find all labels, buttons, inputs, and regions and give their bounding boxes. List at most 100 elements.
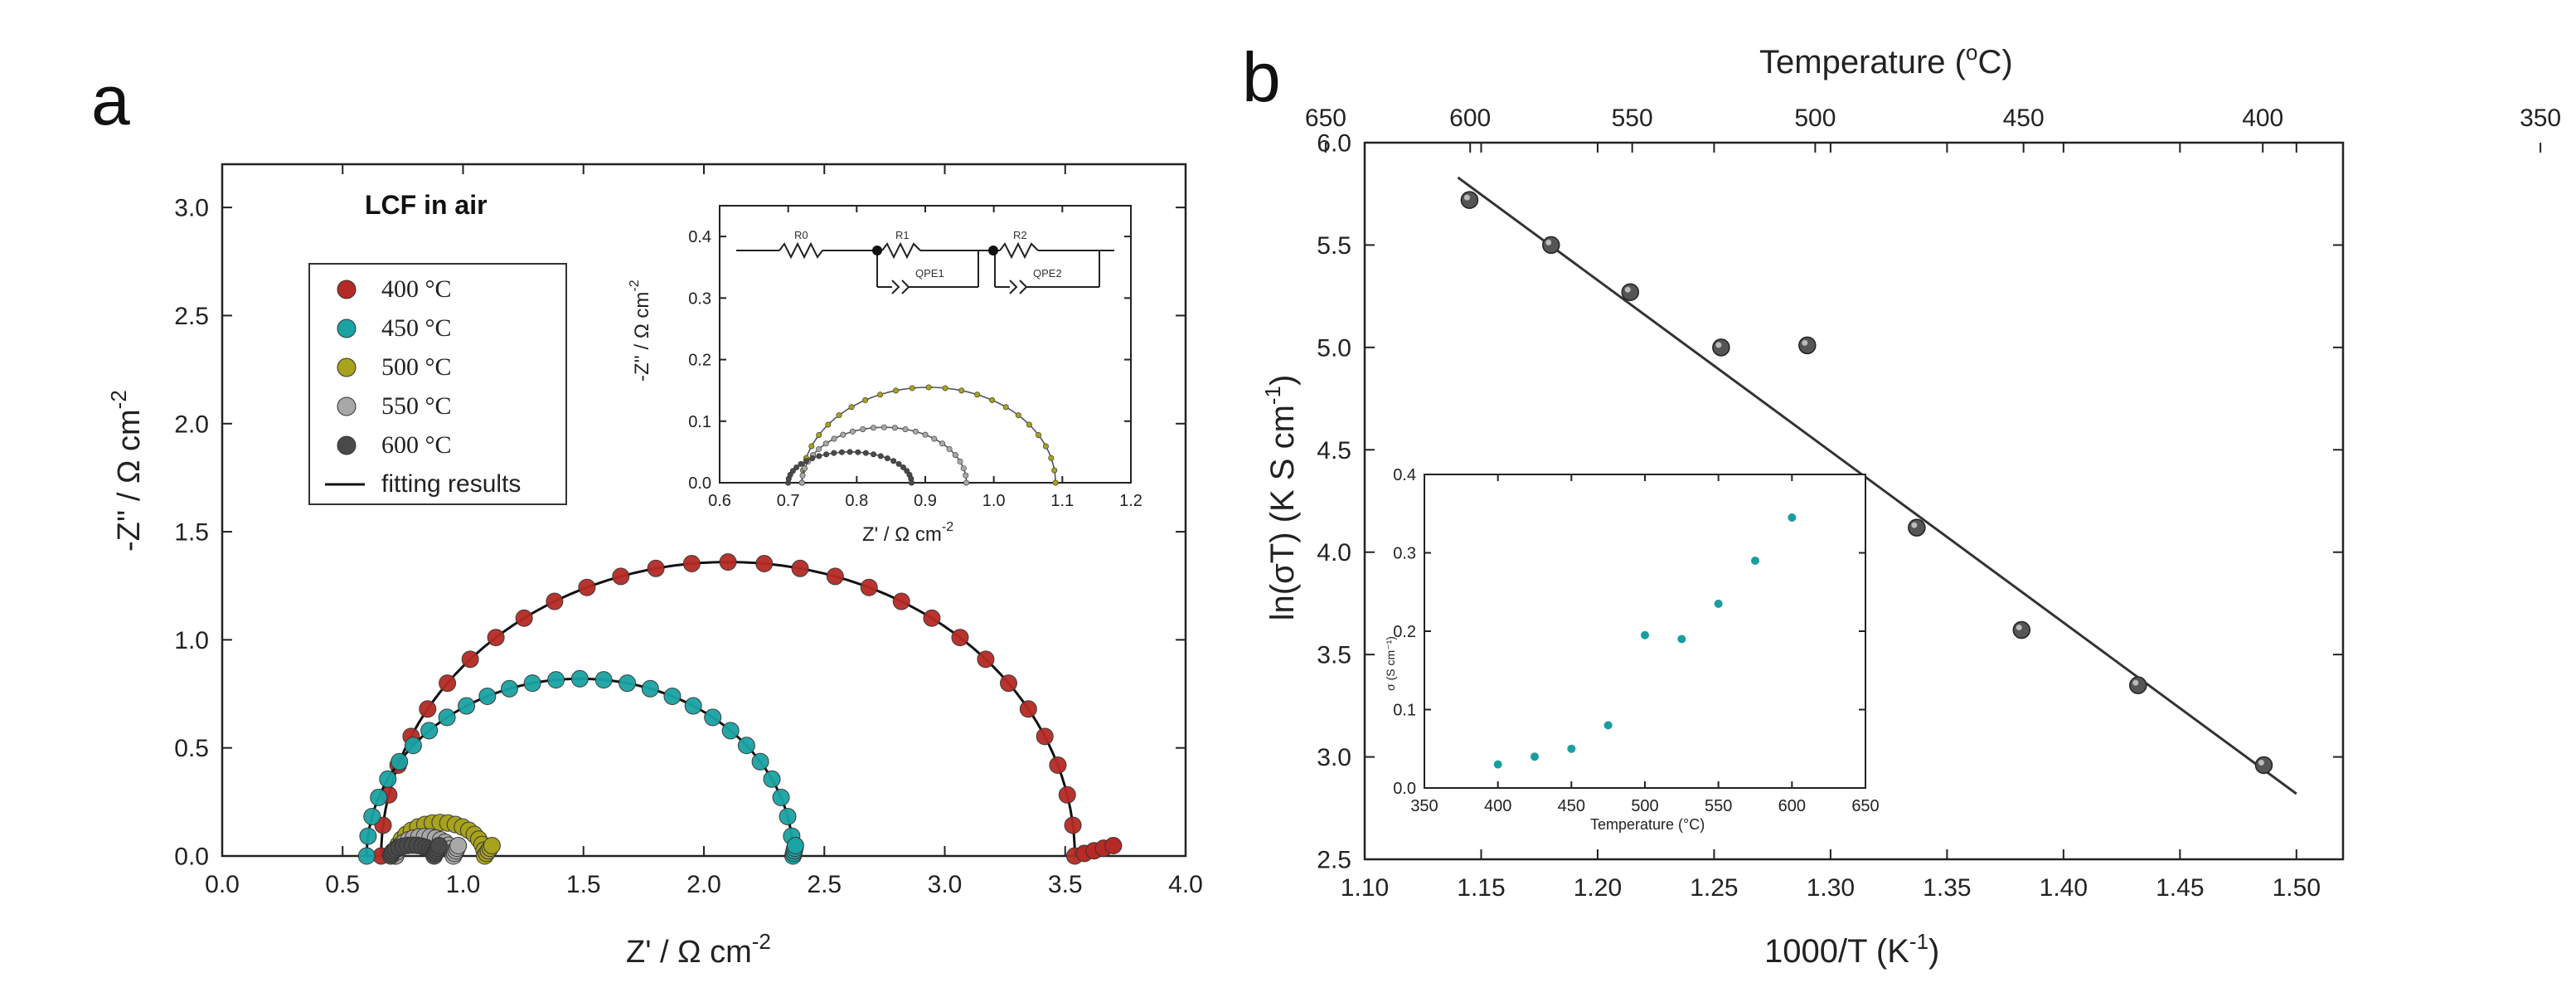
inset-data-point — [1015, 412, 1021, 419]
top-axis-tick-label: 350 — [2520, 105, 2561, 132]
inset-x-axis-tick-label: 1.0 — [982, 492, 1006, 510]
x-axis-tick-label: 3.0 — [928, 871, 963, 898]
data-point — [647, 559, 665, 577]
data-point — [860, 578, 878, 596]
y-axis-tick-label: 6.0 — [1317, 130, 1351, 158]
data-point — [612, 567, 630, 586]
circuit-node — [872, 246, 882, 255]
data-point — [1712, 338, 1730, 357]
inset-data-point — [931, 435, 938, 442]
inset-data-point — [1042, 443, 1049, 450]
data-point — [515, 609, 533, 627]
panel-label-b: b — [1242, 38, 1281, 116]
inset-data-point — [871, 451, 877, 458]
legend-label: 500 °C — [381, 353, 452, 381]
plot-frame — [1363, 141, 2345, 861]
x-axis-tick-label: 1.20 — [1574, 874, 1622, 902]
data-point — [483, 836, 501, 854]
legend-label: 550 °C — [381, 392, 452, 420]
data-point — [923, 609, 941, 627]
inset-y-axis-tick-label: 0.3 — [688, 289, 711, 308]
inset-y-axis-tick-label: 0.1 — [1393, 702, 1416, 720]
data-point — [379, 770, 397, 788]
data-point — [779, 807, 797, 825]
y-axis-tick-label: 5.5 — [1317, 232, 1351, 260]
legend-box — [308, 263, 567, 505]
inset-data-point — [816, 453, 822, 460]
inset-data-point — [939, 440, 946, 447]
inset-chart: 0.6 0.7 0.8 0.9 1.0 1.1 1.2 0.0 0.1 0.2 0.3 0.4 — [628, 205, 1142, 546]
data-point — [357, 847, 376, 865]
data-point — [570, 669, 589, 688]
data-point — [641, 679, 659, 698]
data-point — [1104, 836, 1123, 854]
inset-y-axis-tick-label: 0.4 — [688, 228, 711, 246]
data-point — [2012, 620, 2031, 640]
inset-x-axis-tick-label: 0.6 — [708, 492, 731, 510]
data-point — [458, 697, 476, 715]
x-axis-tick-label: 1.50 — [2273, 874, 2321, 902]
inset-x-label: Temperature (°C) — [1590, 816, 1705, 833]
data-point-highlight — [1802, 339, 1808, 346]
y-axis-tick-label: 5.0 — [1317, 334, 1351, 362]
inset-data-point — [836, 412, 842, 419]
data-point — [772, 788, 790, 806]
impedance-chart: 0.0 0.5 1.0 1.5 2.0 2.5 3.0 3.5 4.0 0.0 0.5 1.0 1.5… — [106, 163, 1203, 970]
data-point — [704, 708, 722, 727]
y-axis-tick-label: 2.5 — [1317, 847, 1351, 874]
data-point-highlight — [1463, 194, 1470, 201]
inset-data-point — [816, 445, 822, 452]
y-axis-tick-label: 2.0 — [174, 411, 209, 438]
data-point — [578, 578, 596, 596]
inset-data-point — [891, 425, 898, 431]
inset-data-point — [847, 449, 853, 455]
data-point — [478, 687, 497, 705]
circuit-label-qpe1: QPE1 — [915, 267, 944, 280]
inset-data-point — [860, 426, 866, 432]
legend-marker — [337, 435, 357, 455]
inset-data-point — [1002, 404, 1009, 411]
data-point-highlight — [1911, 522, 1918, 528]
inset-data-point — [862, 396, 869, 403]
inset-data-point — [909, 385, 915, 392]
inset-y-axis-tick-label: 0.4 — [1393, 466, 1416, 484]
data-point — [359, 827, 377, 845]
inset-data-point — [960, 465, 967, 472]
inset-data-point — [808, 443, 815, 450]
data-point — [751, 752, 769, 771]
y-axis-label: ln(σT) (K S cm-1) — [1260, 375, 1301, 621]
legend-label: 600 °C — [381, 431, 452, 459]
inset-x-axis-tick-label: 400 — [1484, 797, 1511, 815]
y-axis-tick-label: 3.5 — [1317, 642, 1351, 669]
data-point — [1019, 700, 1037, 718]
inset-y-axis-tick-label: 0.0 — [1393, 780, 1416, 798]
top-axis-tick-label: 400 — [2242, 105, 2283, 132]
y-axis-ticks: 2.5 3.0 3.5 4.0 4.5 5.0 5.5 6.0 — [1317, 130, 2343, 874]
inset-data-point — [890, 458, 897, 464]
top-axis-label: Temperature (oC) — [1759, 40, 2013, 80]
inset-x-axis-tick-label: 450 — [1558, 797, 1585, 815]
inset-data-point — [855, 449, 861, 455]
inset-data-point — [870, 425, 876, 431]
inset-x-axis-tick-label: 0.9 — [914, 492, 937, 510]
data-point — [461, 650, 479, 669]
inset-data-point — [848, 404, 855, 411]
inset-data-point — [958, 387, 965, 394]
y-axis-ticks: 0.0 0.5 1.0 1.5 2.0 2.5 3.0 — [174, 195, 1186, 871]
x-axis-label: Z' / Ω cm-2 — [626, 929, 771, 970]
data-point — [487, 629, 505, 647]
inset-data-point — [925, 384, 932, 391]
x-axis-tick-label: 2.5 — [807, 871, 842, 898]
legend-label: 400 °C — [381, 275, 452, 303]
inset-data-point — [823, 451, 830, 458]
inset-data-point — [799, 472, 806, 479]
arrhenius-chart: 1.10 1.15 1.20 1.25 1.30 1.35 1.40 1.45 1.50 2.5… — [1260, 40, 2561, 970]
inset-data-point — [1531, 752, 1539, 761]
inset-data-point — [963, 479, 970, 486]
data-point — [1542, 236, 1560, 255]
data-point — [1049, 756, 1067, 774]
inset-data-point — [809, 455, 816, 462]
inset-x-axis-tick-label: 1.1 — [1050, 492, 1074, 510]
x-axis-ticks: 1.10 1.15 1.20 1.25 1.30 1.35 1.40 1.45 1.50 — [1341, 143, 2321, 902]
